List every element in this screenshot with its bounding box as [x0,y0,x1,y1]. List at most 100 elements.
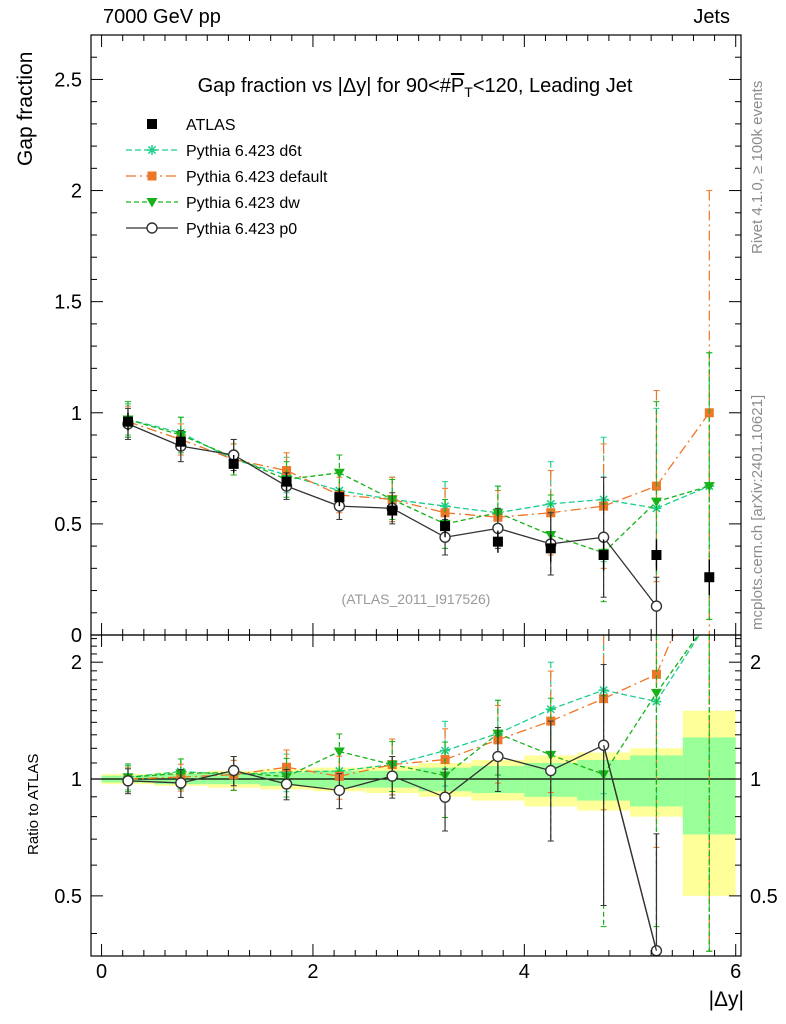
series-1-line-9 [603,485,657,507]
ratio-tick-label-right-0: 0.5 [750,886,778,908]
series-0-ratio-line-5 [392,749,446,766]
atlas-point-11 [704,572,715,583]
series-2-line-10 [656,485,710,503]
series-2-line-3 [286,472,340,481]
x-tick-label-2: 4 [519,961,530,983]
legend-marker-3 [146,198,158,208]
series-3-line-1 [180,445,234,456]
series-3-ratio-point-7 [492,750,504,763]
analysis-tag: (ATLAS_2011_I917526) [342,591,491,607]
series-3-line-2 [233,454,287,487]
series-3-ratio-line-3 [286,783,340,791]
atlas-point-5 [387,505,398,516]
legend-label-2: Pythia 6.423 default [186,169,328,186]
series-3-ratio-line-6 [444,756,499,798]
atlas-point-10 [651,550,662,560]
series-1-line-5 [392,498,446,514]
atlas-point-6 [440,521,451,532]
series-3-ratio-line-5 [391,775,446,798]
series-0-line-9 [603,498,657,509]
series-3-ratio-line-offscale [602,745,658,951]
atlas-point-2 [228,458,239,469]
tick-labels: 0 2 4 6 0 0.5 1 1.5 2 2.5 0.5 0.5 1 1 2 2 [54,69,778,983]
legend-entry-3: Pythia 6.423 dw [126,195,300,212]
legend-entry-1: Pythia 6.423 d6t [126,143,302,160]
series-3-ratio-point-1 [175,777,187,789]
atlas-point-9 [598,550,609,560]
legend-marker-2 [147,171,157,181]
series-1-line-10 [655,412,710,487]
x-tick-label-0: 0 [96,961,107,983]
ratio-y-axis-label: Ratio to ATLAS [25,754,42,855]
series-layer [122,190,715,957]
series-0-line-8 [550,498,604,505]
atlas-point-3 [281,476,292,487]
series-3-ratio-point-0 [122,775,134,787]
legend: ATLAS Pythia 6.423 d6t Pythia 6.423 defaul… [126,117,328,238]
series-0-ratio-line-8 [550,689,604,710]
series-3-line-5 [391,507,446,538]
series-1-point-6 [440,508,450,518]
series-1-line-3 [286,469,340,496]
series-2-ratio-line-4 [339,750,393,766]
series-3-point-10 [650,600,663,612]
y-tick-label-5: 2.5 [54,69,82,91]
ratio-tick-label-left-1: 1 [71,769,82,791]
y-tick-label-2: 1 [71,403,82,425]
series-2-line-4 [339,472,393,501]
series-2-point-10 [650,497,662,508]
series-2-point-4 [333,468,345,479]
series-3-ratio-line-2 [233,769,287,785]
ratio-tick-label-left-0: 0.5 [54,886,82,908]
series-2-ratio-line-5 [392,763,446,777]
series-2-ratio-line-3 [286,750,340,778]
series-3-ratio-point-3 [280,778,293,790]
series-2-ratio-line-10 [655,634,699,694]
series-3-line-0 [127,423,182,447]
series-1-ratio-line-4 [339,763,393,777]
series-1-line-0 [127,421,182,441]
atlas-point-4 [334,492,345,503]
series-1-ratio-line-3 [286,766,340,777]
series-1 [123,190,714,952]
series-1-ratio-line-6 [444,739,499,761]
series-3-line-4 [339,505,393,509]
series-1-line-6 [445,512,498,518]
x-axis-label: |Δy| [709,988,744,1011]
series-0-ratio-line-9 [603,689,657,703]
series-0-ratio-line-10 [655,634,700,702]
series-2-ratio-line-7 [497,732,551,756]
atlas-data-layer [122,412,715,595]
series-2-point-11 [703,482,715,492]
series-2 [122,352,715,952]
ratio-tick-label-right-1: 1 [750,769,761,791]
series-2-ratio-line-8 [550,754,604,776]
series-3-line-9 [603,536,657,607]
series-1-ratio-line-8 [550,698,604,722]
series-2-ratio-line-6 [444,733,499,777]
series-0-line-10 [656,485,710,509]
series-0-line-2 [233,458,287,476]
energy-label: 7000 GeV pp [103,6,221,28]
series-3-ratio-line-4 [339,775,393,791]
series-2-line-0 [127,418,182,436]
series-0-line-6 [444,505,498,514]
legend-entry-2: Pythia 6.423 default [126,169,328,186]
atlas-point-8 [545,543,556,554]
series-2-line-9 [603,501,657,554]
series-1-ratio-line-5 [392,758,446,766]
atlas-point-7 [492,536,503,547]
series-1-line-1 [180,438,234,461]
y-axis-label: Gap fraction [14,52,37,166]
series-3-ratio-point-6 [439,791,451,803]
series-0-line-7 [497,503,551,514]
y-tick-label-4: 2 [71,181,82,203]
series-3-ratio-line-7 [497,755,551,772]
legend-label-4: Pythia 6.423 p0 [186,221,297,238]
series-3-ratio-line-1 [180,769,234,784]
legend-entry-0: ATLAS [147,117,236,134]
ratio-frame [90,634,742,957]
series-1-ratio-line-10 [655,634,675,675]
legend-marker-1-d2 [147,145,157,155]
